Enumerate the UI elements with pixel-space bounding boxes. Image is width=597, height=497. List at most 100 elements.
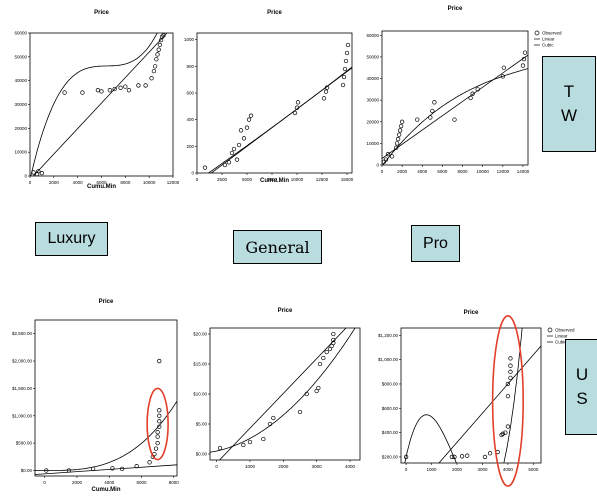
y-tick-label: $2,000.00 <box>12 359 33 364</box>
observed-point <box>157 42 163 48</box>
observed-point <box>126 88 132 93</box>
observed-point <box>432 100 437 105</box>
plot-area <box>210 328 356 460</box>
observed-point <box>157 408 162 413</box>
x-tick-label: 10000 <box>143 180 156 185</box>
x-tick-label: 4000 <box>73 180 84 185</box>
observed-point <box>99 89 104 94</box>
cubic-fit-curve <box>35 400 177 471</box>
legend-cubic-label: Cubic <box>542 43 554 48</box>
observed-point <box>229 150 235 156</box>
y-tick-label: 200 <box>186 144 194 149</box>
observed-point <box>153 446 159 451</box>
x-tick-label: 3000 <box>312 464 323 469</box>
x-tick-label: 4000 <box>104 480 115 485</box>
observed-point <box>505 381 511 387</box>
plot-frame <box>29 32 174 177</box>
observed-point <box>152 64 158 69</box>
x-tick-label: 12000 <box>497 169 510 174</box>
legend-observed-label: Observed <box>542 31 562 36</box>
y-tick-label: 1000 <box>184 37 195 42</box>
y-tick-label: 600 <box>186 91 194 96</box>
x-tick-label: 3000 <box>477 467 488 472</box>
y-tick-label: $200.00 <box>382 454 399 459</box>
observed-point <box>470 91 475 96</box>
observed-point <box>500 74 505 79</box>
observed-point <box>241 136 247 141</box>
observed-point <box>297 409 303 415</box>
observed-point <box>482 454 488 460</box>
y-tick-label: 60000 <box>366 33 379 38</box>
observed-point <box>499 432 504 438</box>
observed-point <box>508 356 513 361</box>
x-tick-label: 6000 <box>96 180 107 185</box>
observed-point <box>157 419 162 424</box>
y-tick-label: $15.00 <box>193 362 207 367</box>
x-tick-label: 4000 <box>417 169 428 174</box>
legend-cubic-label: Cubic <box>555 340 567 345</box>
x-tick-label: 8000 <box>169 480 180 485</box>
observed-point <box>503 430 508 435</box>
plot-frame <box>34 319 178 477</box>
y-tick-label: 40000 <box>366 76 379 81</box>
observed-point <box>389 154 395 159</box>
observed-point <box>396 132 402 137</box>
x-tick-label: 10000 <box>476 169 489 174</box>
plot-area <box>403 328 541 463</box>
y-tick-label: 40000 <box>14 78 27 83</box>
y-tick-label: $0.00 <box>196 452 208 457</box>
observed-point <box>143 83 148 88</box>
x-tick-label: 2000 <box>72 480 83 485</box>
chart-title: Price <box>99 299 114 305</box>
legend-linear-label: Linear <box>542 37 555 42</box>
y-tick-label: $5.00 <box>196 422 208 427</box>
x-axis-label: Cumu.Min <box>260 178 289 184</box>
x-tick-label: 8000 <box>458 169 469 174</box>
x-tick-label: 5000 <box>242 177 253 182</box>
chart-title: Price <box>267 10 282 16</box>
x-tick-label: 0 <box>405 467 408 472</box>
y-tick-label: 0 <box>24 174 27 179</box>
legend-observed-marker <box>534 30 540 36</box>
observed-point <box>157 358 162 364</box>
plot-frame <box>381 30 529 166</box>
x-tick-label: 12500 <box>316 177 329 182</box>
x-tick-label: 10000 <box>291 177 304 182</box>
observed-point <box>316 385 321 391</box>
highlight-ellipse <box>491 315 524 487</box>
x-tick-label: 12000 <box>167 180 180 185</box>
x-axis-label: Cumu.Min <box>92 487 121 493</box>
y-tick-label: $500.00 <box>16 441 33 446</box>
observed-point <box>465 453 470 458</box>
x-tick-label: 0 <box>381 169 384 174</box>
observed-point <box>261 436 266 442</box>
y-tick-label: 30000 <box>366 98 379 103</box>
chart-title: Price <box>94 10 109 16</box>
observed-point <box>107 88 112 93</box>
observed-point <box>246 117 252 122</box>
observed-point <box>295 100 301 105</box>
chart-title: Price <box>448 6 463 12</box>
y-tick-label: 50000 <box>366 54 379 59</box>
observed-point <box>394 141 400 146</box>
y-tick-label: $1,500.00 <box>12 386 33 391</box>
chart-title: Price <box>464 310 479 316</box>
label-luxury: Luxury <box>35 222 108 256</box>
observed-point <box>321 355 326 361</box>
y-tick-label: $1,000.00 <box>12 413 33 418</box>
observed-point <box>508 363 513 368</box>
plot-frame <box>400 327 542 464</box>
observed-point <box>123 84 128 89</box>
observed-point <box>501 65 506 70</box>
observed-point <box>202 165 208 170</box>
y-tick-label: 50000 <box>14 54 27 59</box>
x-tick-label: 2000 <box>397 169 408 174</box>
observed-point <box>331 331 336 337</box>
observed-point <box>80 90 85 95</box>
observed-point <box>118 85 123 90</box>
x-tick-label: 2500 <box>217 177 228 182</box>
cubic-fit-curve <box>382 68 528 165</box>
observed-point <box>397 128 403 133</box>
